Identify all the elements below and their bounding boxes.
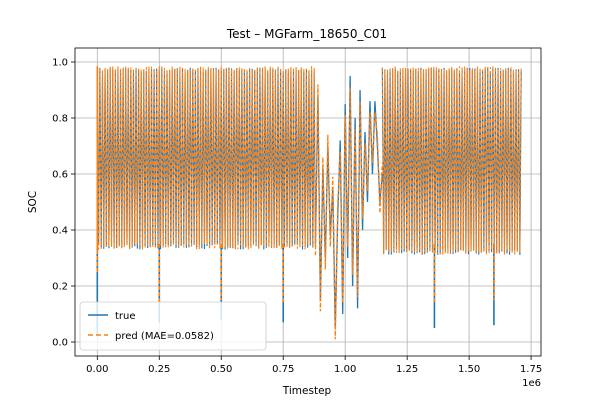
legend-pred-label: pred (MAE=0.0582)	[115, 331, 214, 342]
y-axis: 0.0 0.2 0.4 0.6 0.8 1.0	[52, 58, 75, 349]
chart-title: Test – MGFarm_18650_C01	[226, 27, 387, 41]
series-line	[96, 66, 522, 256]
y-tick-label: 0.2	[52, 282, 68, 293]
x-tick-label: 0.25	[148, 364, 170, 375]
y-tick-label: 0.8	[52, 114, 68, 125]
x-tick-label: 0.50	[210, 364, 232, 375]
y-tick-label: 0.0	[52, 338, 68, 349]
legend-box	[79, 301, 267, 351]
x-tick-label: 0.00	[86, 364, 108, 375]
series-middle-line	[314, 84, 384, 340]
y-tick-label: 0.6	[52, 170, 68, 181]
y-tick-label: 1.0	[52, 58, 68, 69]
legend-true-label: true	[115, 311, 136, 322]
x-tick-label: 1.25	[396, 364, 418, 375]
x-axis-label: Timestep	[282, 385, 332, 397]
x-axis-multiplier: 1e6	[522, 378, 541, 389]
plot-frame	[74, 47, 542, 357]
x-axis: 0.00 0.25 0.50 0.75 1.00 1.25 1.50 1.75	[86, 356, 542, 375]
legend: true pred (MAE=0.0582)	[79, 301, 267, 351]
x-tick-label: 1.00	[334, 364, 356, 375]
y-tick-label: 0.4	[52, 226, 68, 237]
x-tick-label: 0.75	[272, 364, 294, 375]
x-tick-label: 1.75	[520, 364, 542, 375]
x-tick-label: 1.50	[458, 364, 480, 375]
y-axis-label: SOC	[27, 191, 39, 213]
